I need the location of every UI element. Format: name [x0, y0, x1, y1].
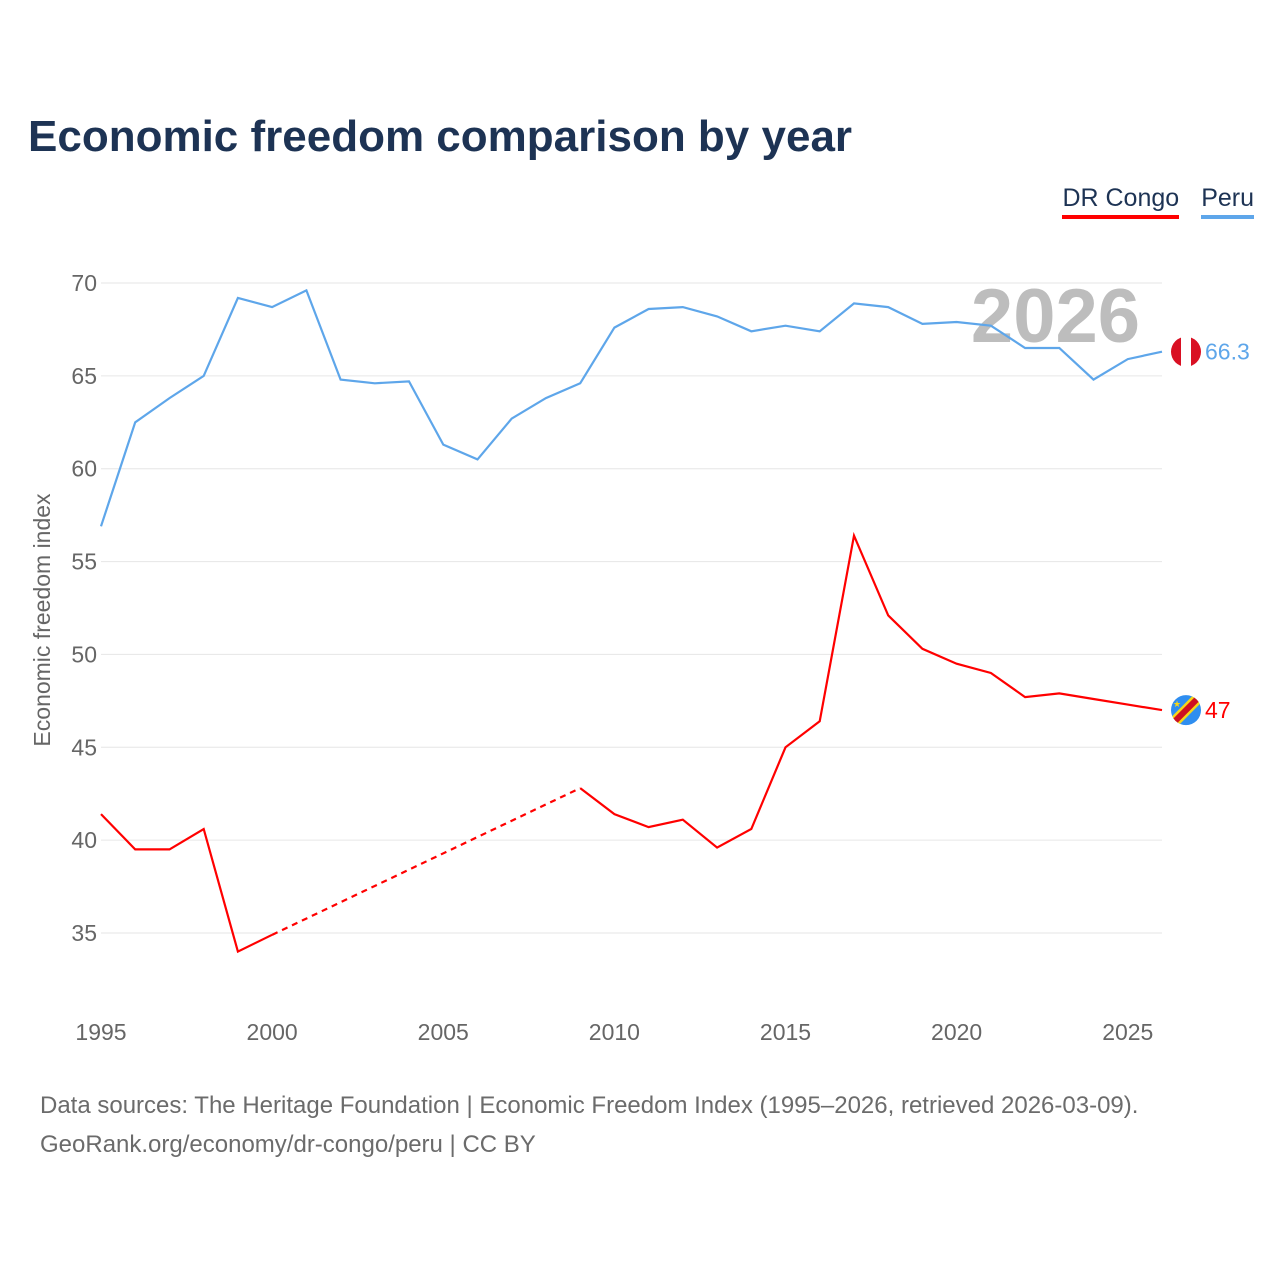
year-watermark: 2026: [971, 274, 1140, 359]
y-tick-label: 60: [71, 456, 97, 482]
legend-item-peru[interactable]: Peru: [1201, 184, 1254, 219]
flag-red-left: [1171, 336, 1181, 367]
x-tick-label: 1995: [75, 1019, 126, 1045]
y-tick-label: 45: [71, 734, 97, 760]
end-value-label: 66.3: [1205, 339, 1250, 365]
y-tick-label: 50: [71, 641, 97, 667]
source-line-2[interactable]: GeoRank.org/economy/dr-congo/peru | CC B…: [40, 1131, 536, 1158]
series-line-dr-congo: [579, 531, 1163, 849]
source-note: Data sources: The Heritage Foundation | …: [40, 1086, 1138, 1164]
legend: DR Congo Peru: [1062, 184, 1254, 219]
x-tick-label: 2005: [418, 1019, 469, 1045]
legend-item-dr-congo[interactable]: DR Congo: [1062, 184, 1180, 219]
end-value-label: 47: [1205, 697, 1231, 723]
x-tick-label: 2020: [931, 1019, 982, 1045]
y-tick-label: 35: [71, 920, 97, 946]
series-line-dr-congo: [100, 813, 273, 954]
x-tick-label: 2025: [1102, 1019, 1153, 1045]
x-tick-label: 2010: [589, 1019, 640, 1045]
y-tick-label: 70: [71, 270, 97, 296]
flag-star-icon: ★: [1173, 699, 1181, 709]
x-tick-label: 2000: [247, 1019, 298, 1045]
chart-title: Economic freedom comparison by year: [28, 112, 853, 161]
y-tick-label: 40: [71, 827, 97, 853]
gap-dashed-line: [271, 787, 581, 936]
y-tick-label: 65: [71, 363, 97, 389]
flag-red-right: [1191, 336, 1201, 367]
series-line-peru: [99, 288, 1163, 527]
source-line-1: Data sources: The Heritage Foundation | …: [40, 1092, 1139, 1119]
y-tick-label: 55: [71, 549, 97, 575]
x-tick-label: 2015: [760, 1019, 811, 1045]
y-axis-label: Economic freedom index: [29, 493, 55, 747]
